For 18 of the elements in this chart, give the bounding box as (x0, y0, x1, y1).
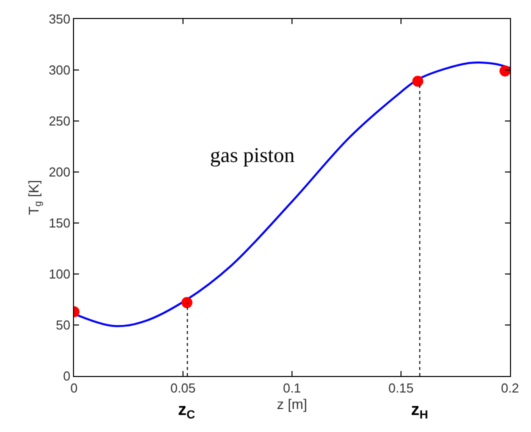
x-tick-label: 0.15 (388, 380, 414, 396)
y-tick-label: 0 (63, 368, 70, 384)
y-tick-label: 300 (48, 62, 70, 78)
y-tick-label: 100 (48, 266, 70, 282)
ref-line-label: z$_{H}$ (411, 400, 428, 422)
y-tick-label: 150 (48, 216, 70, 231)
point (499, 66, 510, 77)
point (412, 76, 424, 87)
y-tick-label: 200 (48, 164, 70, 180)
y-tick-label: 350 (48, 12, 70, 27)
y-tick-label: 50 (56, 318, 70, 333)
x-tick-label: 0.05 (170, 380, 196, 396)
x-tick-label: 0.1 (282, 380, 302, 396)
ref-line-label: z$_{C}$ (178, 400, 196, 422)
annotation: gas piston (210, 143, 296, 167)
x-axis-title: z [m] (276, 396, 308, 412)
x-tick-label: 0.2 (500, 380, 520, 396)
y-tick-label: 250 (48, 114, 70, 129)
